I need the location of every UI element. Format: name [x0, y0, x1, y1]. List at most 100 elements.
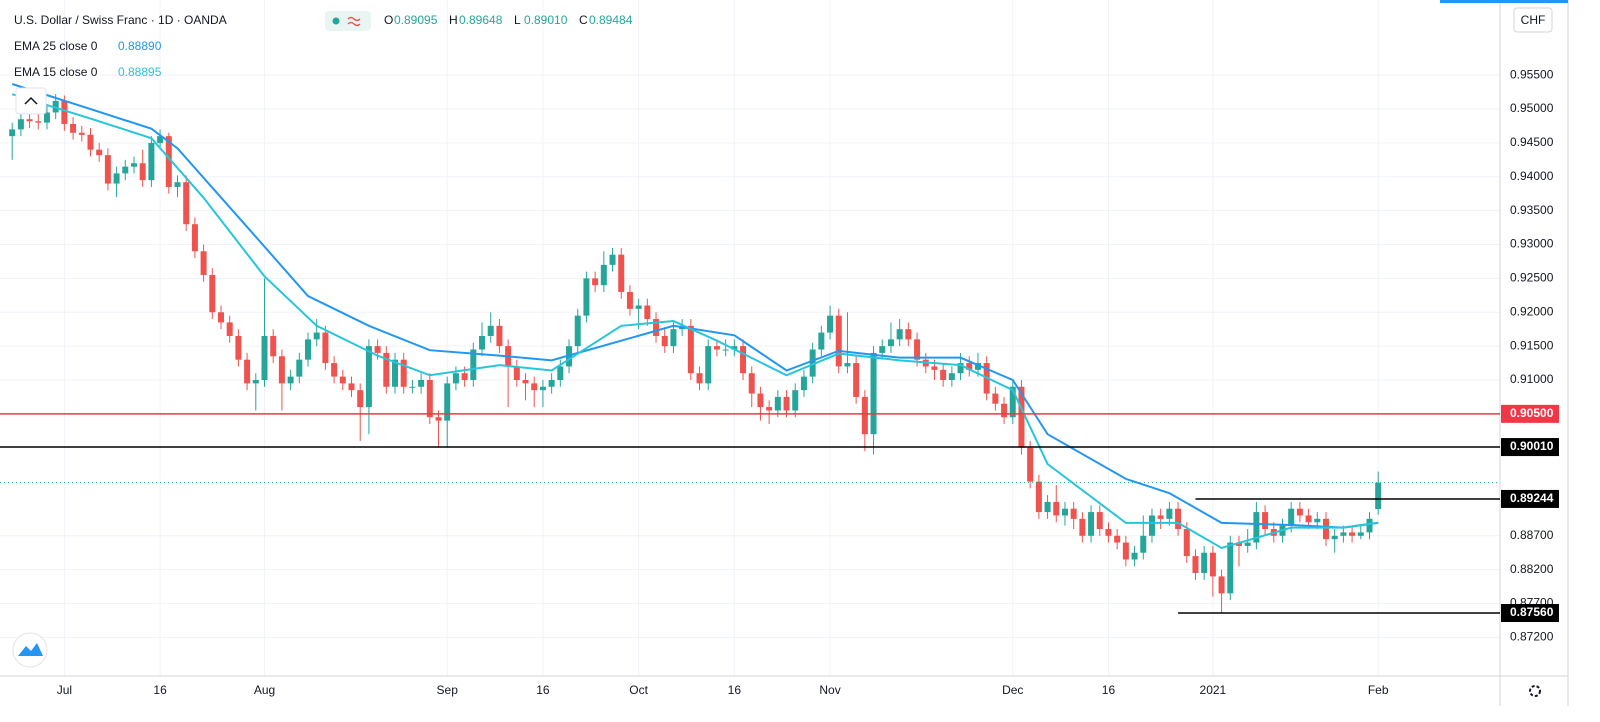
collapse-button[interactable]	[15, 87, 47, 115]
candle-body	[905, 329, 912, 340]
candle-body	[844, 363, 851, 367]
candle-body	[1183, 529, 1190, 557]
candle-body	[183, 182, 190, 225]
candle-body	[948, 373, 955, 380]
candle-body	[661, 335, 668, 347]
y-tick-label: 0.88700	[1510, 528, 1554, 542]
candle-body	[653, 319, 660, 336]
legend: U.S. Dollar / Swiss Franc · 1D · OANDA O 0…	[14, 11, 633, 79]
candle-body	[1218, 576, 1225, 594]
candle-body	[365, 346, 372, 408]
candle-body	[1331, 535, 1338, 540]
candle-body	[687, 325, 694, 374]
candle-body	[548, 379, 555, 387]
candle-body	[531, 383, 538, 391]
candle-body	[1322, 518, 1329, 540]
candle-body	[426, 379, 433, 418]
candle-body	[122, 166, 129, 174]
candle-body	[513, 366, 520, 380]
candle-body	[200, 251, 207, 276]
candle-body	[722, 349, 729, 351]
candle-body	[1288, 508, 1295, 526]
candle-body	[479, 335, 486, 350]
candle-body	[61, 100, 68, 124]
currency-box[interactable]	[1513, 7, 1553, 33]
candle-body	[287, 376, 294, 384]
candle-body	[435, 417, 442, 421]
candle-body	[1001, 403, 1008, 418]
x-tick-label: 16	[1102, 683, 1116, 697]
candle-body	[1009, 386, 1016, 418]
candle-body	[940, 369, 947, 380]
candle-body	[331, 363, 338, 377]
candle-body	[70, 123, 77, 133]
candle-body	[1253, 512, 1260, 543]
y-tick-label: 0.93500	[1510, 203, 1554, 217]
top-bar	[1440, 0, 1568, 3]
x-tick-label: Feb	[1368, 683, 1389, 697]
logo	[18, 643, 43, 656]
candle-body	[696, 373, 703, 384]
candle-body	[539, 386, 546, 391]
candle-body	[818, 332, 825, 350]
candle-body	[165, 136, 172, 187]
ohlc-value: 0.89648	[459, 13, 503, 27]
candle-body	[835, 315, 842, 367]
y-tick-label: 0.94000	[1510, 169, 1554, 183]
candle-body	[635, 305, 642, 309]
x-tick-label: Dec	[1002, 683, 1023, 697]
candle-body	[35, 121, 42, 123]
candle-body	[1314, 518, 1321, 523]
y-tick-label: 0.93000	[1510, 237, 1554, 251]
candle-body	[670, 329, 677, 347]
candle-body	[313, 332, 320, 340]
candle-body	[400, 359, 407, 387]
candle-body	[322, 332, 329, 364]
candle-body	[626, 291, 633, 309]
candle-body	[618, 254, 625, 292]
candle-body	[157, 136, 164, 143]
candle-body	[1157, 515, 1164, 519]
candle-body	[191, 224, 198, 252]
candle-body	[827, 315, 834, 333]
candle-body	[1235, 542, 1242, 546]
candle-body	[522, 379, 529, 384]
status-icon	[347, 16, 361, 27]
y-tick-label: 0.87200	[1510, 630, 1554, 644]
candle-body	[740, 346, 747, 374]
candle-body	[78, 132, 85, 135]
candle-body	[757, 393, 764, 408]
ema-legend-name: EMA 15 close 0	[14, 65, 98, 79]
x-tick-label: 16	[153, 683, 167, 697]
candle-body	[800, 376, 807, 391]
x-tick-label: 16	[536, 683, 550, 697]
candle-body	[374, 346, 381, 353]
candle-body	[1061, 508, 1068, 516]
settings-icon[interactable]	[1529, 685, 1541, 697]
candle-body	[1244, 542, 1251, 546]
candle-body	[1366, 518, 1373, 533]
x-tick-label: Aug	[254, 683, 275, 697]
candle-body	[705, 346, 712, 384]
candle-body	[931, 366, 938, 370]
chart-title: U.S. Dollar / Swiss Franc · 1D · OANDA	[14, 13, 227, 27]
candle-body	[348, 383, 355, 391]
candle-body	[1175, 508, 1182, 530]
candle-body	[270, 335, 277, 357]
candle-body	[392, 359, 399, 387]
ema-legend-value: 0.88895	[118, 65, 162, 79]
candle-body	[1018, 386, 1025, 448]
ohlc-value: 0.89010	[524, 13, 568, 27]
x-tick-label: 16	[728, 683, 742, 697]
candle-body	[226, 322, 233, 336]
price-label: 0.89244	[1510, 491, 1554, 505]
candle-body	[896, 329, 903, 340]
candle-body	[809, 349, 816, 377]
candle-body	[278, 356, 285, 384]
candle-body	[130, 163, 137, 167]
candle-body	[853, 363, 860, 397]
candle-body	[496, 325, 503, 347]
candle-body	[1148, 515, 1155, 536]
candle-body	[1375, 482, 1382, 510]
candle-body	[444, 383, 451, 421]
